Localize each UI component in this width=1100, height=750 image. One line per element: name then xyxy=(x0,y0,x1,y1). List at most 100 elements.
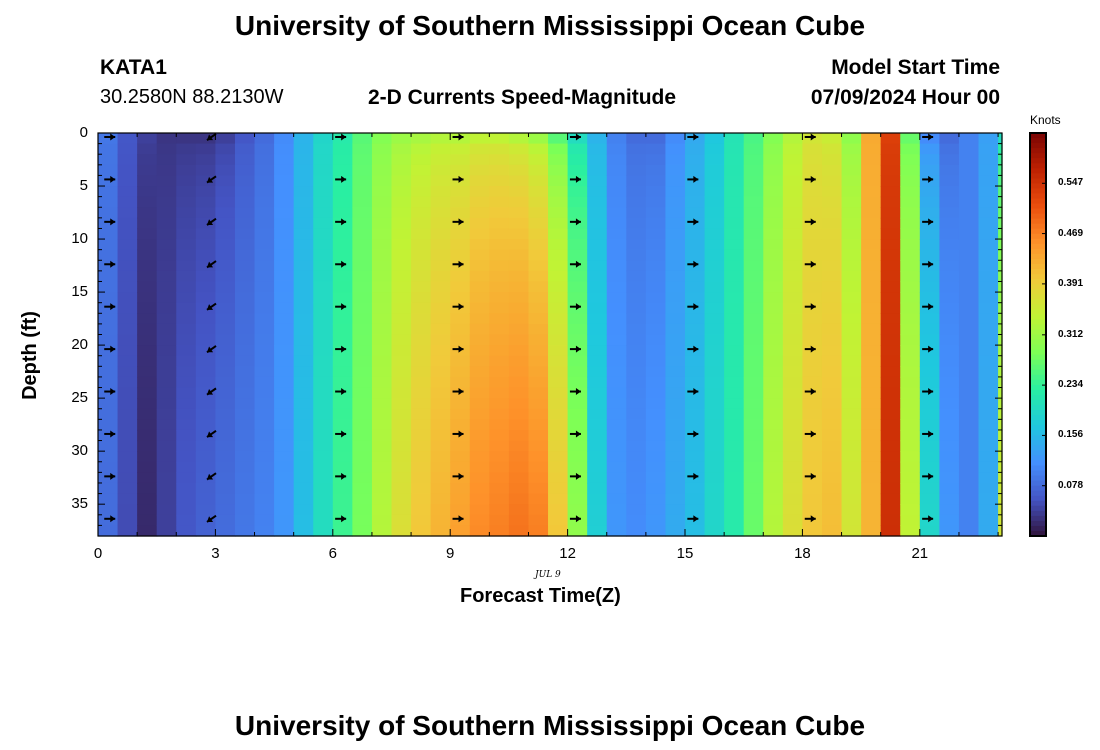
heatmap-cell xyxy=(880,398,901,410)
heatmap-cell xyxy=(371,355,393,367)
heatmap-cell xyxy=(293,154,314,166)
heatmap-cell xyxy=(645,355,667,367)
heatmap-cell xyxy=(528,419,549,431)
heatmap-cell xyxy=(821,154,843,166)
current-arrow xyxy=(452,515,464,523)
heatmap-cell xyxy=(528,217,549,230)
heatmap-cell xyxy=(704,493,725,505)
colorbar-segment xyxy=(1030,269,1046,275)
heatmap-cell xyxy=(998,514,1003,526)
heatmap-cell xyxy=(98,270,119,283)
heatmap-cell xyxy=(117,440,138,452)
heatmap-cell xyxy=(469,408,490,420)
heatmap-cell xyxy=(215,249,236,261)
heatmap-cell xyxy=(743,249,764,261)
heatmap-cell xyxy=(391,504,412,516)
heatmap-cell xyxy=(313,249,334,261)
heatmap-cell xyxy=(900,334,921,346)
heatmap-cell xyxy=(117,461,138,473)
heatmap-cell xyxy=(528,313,549,325)
heatmap-cell xyxy=(98,387,119,399)
heatmap-cell xyxy=(313,355,334,367)
heatmap-cell xyxy=(763,207,784,219)
x-tick-label: 3 xyxy=(211,545,220,562)
heatmap-cell xyxy=(567,398,588,410)
heatmap-cell xyxy=(528,249,549,261)
heatmap-cell xyxy=(293,440,314,452)
heatmap-cell xyxy=(450,281,471,293)
heatmap-cell xyxy=(254,154,275,166)
heatmap-cell xyxy=(782,186,804,198)
heatmap-cell xyxy=(313,461,334,473)
heatmap-cell xyxy=(978,154,999,166)
heatmap-cell xyxy=(98,217,119,230)
heatmap-cell xyxy=(645,207,667,219)
heatmap-cell xyxy=(508,345,530,357)
colorbar-segment xyxy=(1030,248,1046,255)
heatmap-cell xyxy=(782,175,804,187)
heatmap-cell xyxy=(587,143,608,155)
heatmap-cell xyxy=(880,376,901,389)
current-arrow xyxy=(452,430,464,438)
heatmap-cell xyxy=(919,313,940,325)
heatmap-cell xyxy=(508,408,530,420)
heatmap-cell xyxy=(371,493,393,505)
heatmap-cell xyxy=(156,323,177,336)
heatmap-cell xyxy=(665,175,686,187)
heatmap-cell xyxy=(332,440,353,452)
heatmap-cell xyxy=(743,461,764,473)
heatmap-cell xyxy=(489,334,510,346)
heatmap-cell xyxy=(704,514,725,526)
heatmap-cell xyxy=(841,217,862,230)
heatmap-cell xyxy=(293,270,314,283)
heatmap-cell xyxy=(156,493,177,505)
heatmap-cell xyxy=(411,239,432,251)
heatmap-cell xyxy=(724,270,745,283)
heatmap-cell xyxy=(978,493,999,505)
heatmap-cell xyxy=(958,472,980,484)
heatmap-cell xyxy=(508,525,530,537)
heatmap-cell xyxy=(313,366,334,378)
heatmap-cell xyxy=(117,419,138,431)
heatmap-cell xyxy=(430,408,451,420)
heatmap-cell xyxy=(802,440,823,452)
heatmap-cell xyxy=(98,302,119,314)
heatmap-cell xyxy=(156,366,177,378)
model-start-time: 07/09/2024 Hour 00 xyxy=(810,86,1000,109)
heatmap-cell xyxy=(274,292,295,304)
heatmap-cell xyxy=(176,164,197,177)
heatmap-cell xyxy=(841,239,862,251)
heatmap-cell xyxy=(548,493,569,505)
heatmap-cell xyxy=(469,355,490,367)
heatmap-cell xyxy=(567,292,588,304)
heatmap-cell xyxy=(430,133,451,145)
heatmap-cell xyxy=(704,186,725,198)
heatmap-cell xyxy=(587,440,608,452)
heatmap-cell xyxy=(430,472,451,484)
heatmap-cell xyxy=(156,133,177,145)
heatmap-cell xyxy=(391,366,412,378)
heatmap-cell xyxy=(939,239,960,251)
heatmap-cell xyxy=(880,154,901,166)
heatmap-cell xyxy=(821,514,843,526)
heatmap-cell xyxy=(626,398,647,410)
heatmap-cell xyxy=(489,260,510,272)
heatmap-cell xyxy=(489,482,510,495)
heatmap-cell xyxy=(548,164,569,177)
heatmap-cell xyxy=(195,440,217,452)
heatmap-cell xyxy=(724,217,745,230)
heatmap-cell xyxy=(98,260,119,272)
heatmap-cell xyxy=(156,292,177,304)
current-arrow xyxy=(452,303,464,311)
heatmap-cell xyxy=(958,451,980,463)
heatmap-cell xyxy=(98,281,119,293)
heatmap-cell xyxy=(919,366,940,378)
heatmap-cell xyxy=(645,133,667,145)
heatmap-cell xyxy=(548,260,569,272)
heatmap-cell xyxy=(587,302,608,314)
heatmap-cell xyxy=(469,334,490,346)
heatmap-cell xyxy=(645,472,667,484)
heatmap-cell xyxy=(430,525,451,537)
colorbar-segment xyxy=(1030,223,1046,230)
heatmap-cell xyxy=(215,482,236,495)
